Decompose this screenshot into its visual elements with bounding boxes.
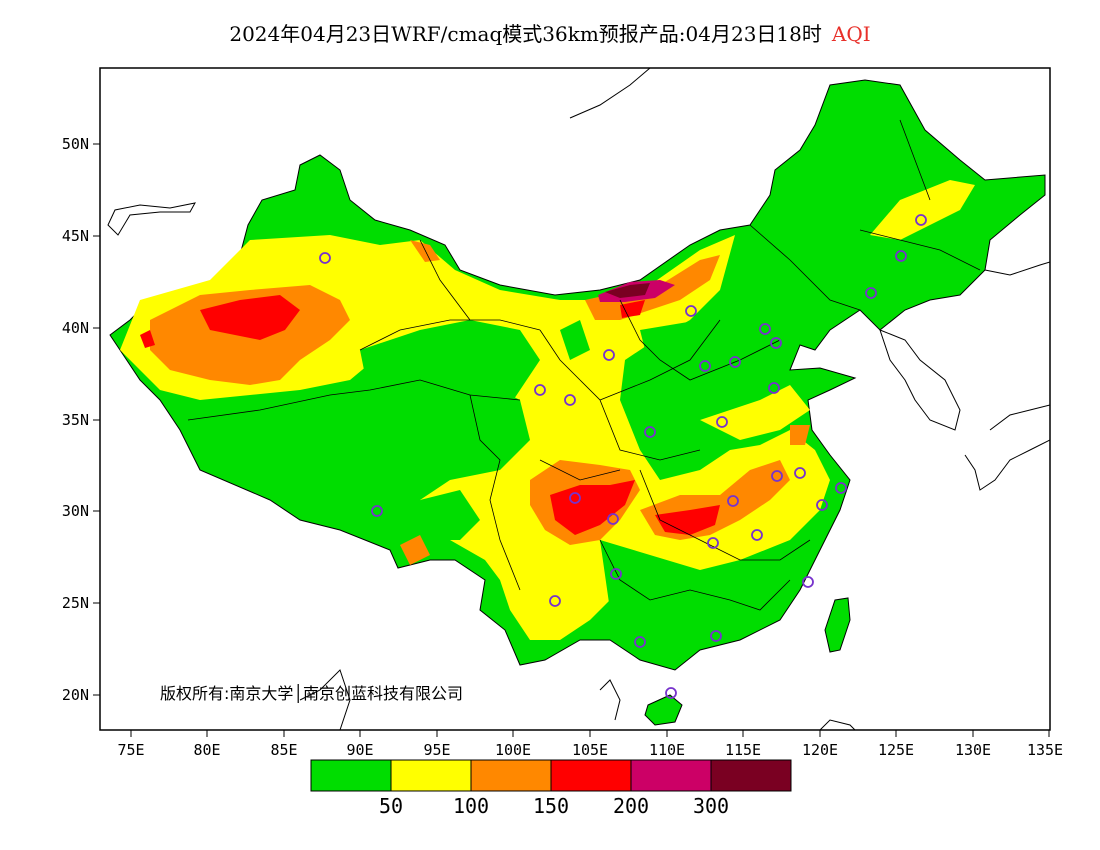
lat-label-40N: 40N <box>62 319 89 337</box>
legend-swatch-0-50 <box>310 759 392 792</box>
legend-label-100: 100 <box>453 794 489 818</box>
lat-label-45N: 45N <box>62 227 89 245</box>
lat-label-35N: 35N <box>62 411 89 429</box>
title-variable: AQI <box>831 22 871 46</box>
legend-swatch-150-200 <box>550 759 632 792</box>
map-frame <box>99 67 1051 731</box>
lat-label-20N: 20N <box>62 686 89 704</box>
lon-label-80E: 80E <box>193 741 220 759</box>
lon-label-105E: 105E <box>572 741 608 759</box>
hainan-island <box>644 694 683 726</box>
legend-swatch-50-100 <box>390 759 472 792</box>
aqi-good-interior <box>320 320 760 620</box>
lon-label-85E: 85E <box>270 741 297 759</box>
lat-label-30N: 30N <box>62 502 89 520</box>
lon-label-115E: 115E <box>725 741 761 759</box>
legend-label-50: 50 <box>379 794 403 818</box>
legend-swatch-200-300 <box>630 759 712 792</box>
taiwan-island <box>824 597 851 653</box>
station-markers <box>319 214 927 699</box>
lon-label-125E: 125E <box>878 741 914 759</box>
lat-axis: 50N 45N 40N 35N 30N 25N 20N <box>62 135 100 704</box>
legend-swatch-100-150 <box>470 759 552 792</box>
legend-label-300: 300 <box>693 794 729 818</box>
aqi-legend: 50 100 150 200 300 <box>310 759 792 818</box>
map-content <box>107 68 1050 730</box>
lon-label-130E: 130E <box>955 741 991 759</box>
legend-swatch-300-plus <box>710 759 792 792</box>
title-text: 2024年04月23日WRF/cmaq模式36km预报产品:04月23日18时 <box>229 22 822 46</box>
legend-label-150: 150 <box>533 794 569 818</box>
map-title: 2024年04月23日WRF/cmaq模式36km预报产品:04月23日18时 A… <box>0 18 1100 47</box>
lon-label-95E: 95E <box>423 741 450 759</box>
lat-label-25N: 25N <box>62 594 89 612</box>
aqi-hazardous-region <box>598 280 675 302</box>
lon-label-135E: 135E <box>1027 741 1063 759</box>
legend-label-200: 200 <box>613 794 649 818</box>
lon-label-90E: 90E <box>346 741 373 759</box>
lon-label-120E: 120E <box>802 741 838 759</box>
lon-label-110E: 110E <box>649 741 685 759</box>
lon-label-100E: 100E <box>495 741 531 759</box>
lat-label-50N: 50N <box>62 135 89 153</box>
lon-label-75E: 75E <box>117 741 144 759</box>
copyright-text: 版权所有:南京大学│南京创蓝科技有限公司 <box>160 684 464 703</box>
lon-axis: 75E 80E 85E 90E 95E 100E 105E 110E 115E … <box>117 730 1063 759</box>
neighbor-coastlines <box>107 68 1050 730</box>
province-boundaries <box>187 119 981 611</box>
